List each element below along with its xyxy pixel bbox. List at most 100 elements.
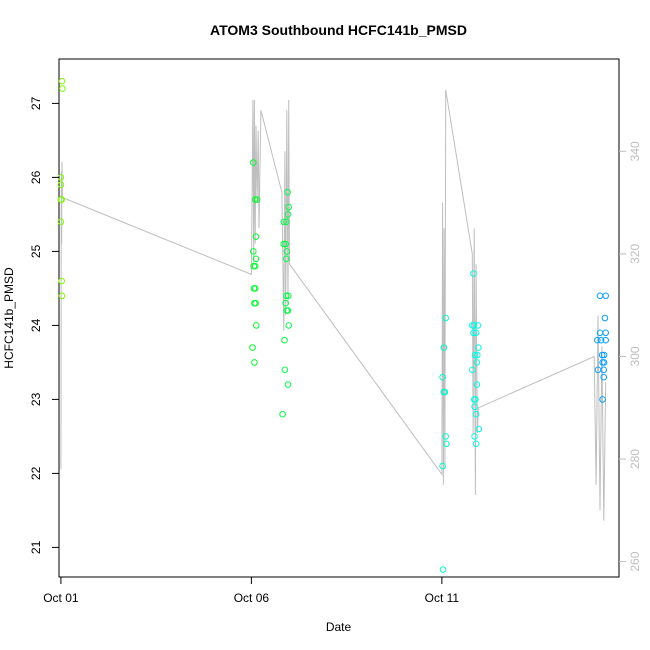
data-point [475,425,483,433]
plot-frame [58,58,620,578]
data-point [600,373,608,381]
x-tick-label: Oct 06 [234,591,270,605]
chart-title: ATOM3 Southbound HCFC141b_PMSD [210,22,467,38]
data-point [59,85,66,92]
data-point [285,292,292,300]
data-point [253,196,261,203]
data-point [594,366,602,374]
y2-tick-label: 340 [628,141,642,161]
y-axis-label: HCFC141b_PMSD [2,267,16,369]
data-point [439,566,447,573]
data-point [472,440,480,448]
data-point [472,396,479,403]
data-point [469,366,476,374]
y-tick-label: 26 [29,170,43,184]
data-point [252,255,260,263]
data-point [250,159,257,166]
x-axis: Oct 01 Oct 06 Oct 11 [43,577,459,605]
y-tick-label: 23 [29,392,43,406]
data-point [283,292,290,300]
data-point [472,410,480,418]
data-point [252,322,260,329]
data-point [282,299,290,307]
data-point [280,240,288,248]
y2-tick-label: 320 [628,244,642,264]
data-point [471,433,478,440]
data-point [602,329,610,337]
y-tick-label: 25 [29,244,43,258]
data-point [280,218,288,226]
data-point [597,336,605,344]
data-point [440,344,448,351]
data-point [251,196,259,203]
data-point [57,218,65,226]
data-point [600,366,608,374]
data-point [599,359,606,366]
data-point [252,233,260,240]
data-point [284,307,292,314]
data-point [598,351,606,359]
data-point [472,329,480,337]
y-tick-label: 24 [29,318,43,332]
data-point [57,181,65,189]
data-point [470,329,477,337]
data-point [474,322,482,329]
y2-tick-label: 260 [628,551,642,571]
data-point [442,314,450,322]
data-point [279,410,286,418]
data-point [600,351,608,359]
data-point [441,388,449,396]
data-point [473,381,481,388]
data-point [284,188,291,196]
x-tick-label: Oct 11 [425,591,460,605]
y2-tick-label: 300 [628,346,642,366]
data-point [250,248,257,255]
data-point [58,77,66,85]
data-point [284,211,292,218]
data-point [249,344,256,351]
data-point [251,285,259,292]
data-point [283,218,290,226]
data-point [283,255,290,263]
data-points [57,77,610,573]
data-point [599,396,606,403]
data-point [474,351,481,359]
y-tick-label: 21 [29,540,43,554]
data-point [602,292,610,300]
data-point [282,240,290,248]
data-point [251,262,259,270]
data-point [470,270,477,277]
data-point [58,277,66,285]
data-point [443,440,450,448]
data-point [602,336,610,344]
data-point [601,314,609,322]
data-point [58,196,66,203]
x-axis-label: Date [326,620,352,634]
data-point [596,292,604,300]
data-point [439,373,446,381]
data-point [594,336,601,344]
data-point [283,248,291,255]
data-point [471,351,479,359]
data-point [471,403,478,411]
y-tick-label: 22 [29,466,43,480]
right-series-lines [60,89,607,521]
data-point [442,433,450,440]
data-point [285,322,293,329]
y2-tick-label: 280 [628,449,642,469]
data-point [58,292,66,300]
data-point [252,299,259,307]
data-point [475,344,482,351]
y-tick-label: 27 [29,96,43,110]
data-point [251,359,258,366]
data-point [284,381,292,388]
y2-axis: 260 280 300 320 340 [619,141,642,572]
x-tick-label: Oct 01 [43,591,79,605]
data-point [439,462,446,470]
data-point [470,322,478,329]
data-point [281,336,288,344]
data-point [473,359,481,366]
right-series-line [60,89,607,521]
data-point [285,203,293,211]
